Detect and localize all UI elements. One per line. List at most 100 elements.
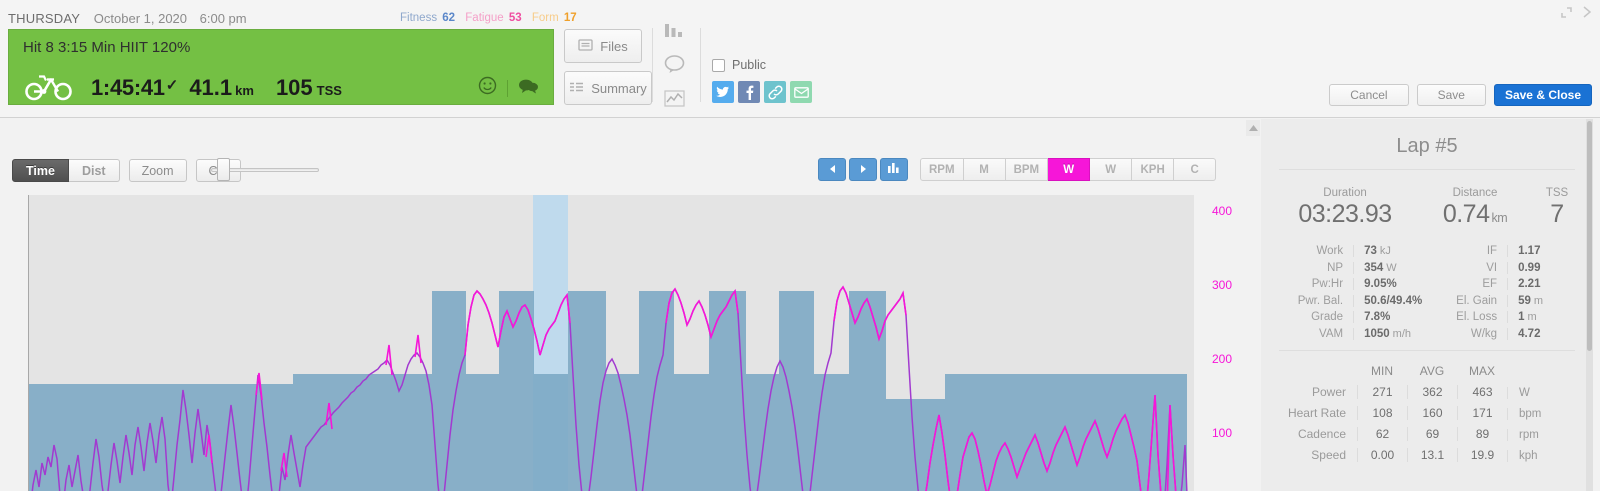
link-share-button[interactable] [764,81,786,103]
metric-label: Grade [1311,311,1344,323]
cell-avg: 362 [1407,385,1457,399]
activity-tss-unit: TSS [316,83,342,98]
form-label: Form [531,12,559,24]
chart-zoom-slider[interactable] [211,158,319,181]
fitness-value: 62 [442,12,456,24]
metric-row: Work 73 kJ [1273,245,1427,257]
lap-distance-stat: Distance 0.74 km [1421,187,1529,229]
action-buttons: Cancel Save Save & Close [1329,84,1592,106]
nav-button-group [818,158,908,181]
next-lap-button[interactable] [849,158,877,181]
comment-bubble-icon[interactable] [664,55,685,79]
email-share-button[interactable] [790,81,812,103]
metric-unit: W [1386,261,1397,274]
metric-label: Pw:Hr [1311,278,1344,290]
comment-icon[interactable] [518,78,539,99]
metric-row: El. Loss 1 m [1427,311,1581,323]
metric-value: 1050 m/h [1353,327,1427,340]
metric-value: 7.8% [1353,311,1427,323]
line-chart-icon[interactable] [664,90,685,112]
activity-summary-banner[interactable]: Hit 8 3:15 Min HIIT 120% 1:45:41 ✓ 41.1 … [8,29,554,105]
metric-row: VI 0.99 [1427,261,1581,274]
list-icon [569,81,584,96]
metric-row: Grade 7.8% [1273,311,1427,323]
channel-c-button[interactable]: C [1174,158,1217,181]
bicycle-icon [25,71,73,106]
activity-title: Hit 8 3:15 Min HIIT 120% [23,39,191,56]
y-tick-200: 200 [1211,352,1232,366]
expand-icon[interactable] [1560,6,1573,19]
cell-avg: 69 [1407,427,1457,441]
fitness-label: Fitness [400,12,438,24]
toggle-laps-button[interactable] [880,158,908,181]
row-label: Power [1311,385,1346,399]
share-area: Public [712,58,812,103]
cell-max: 19.9 [1457,448,1507,462]
cancel-button[interactable]: Cancel [1329,84,1409,106]
lap-metrics-right-column: IF 1.17 VI 0.99 EF 2.21 El. Gain 59 m El. Los… [1427,245,1581,340]
panel-scrollbar[interactable] [1586,119,1593,491]
column-header-max: MAX [1468,364,1495,378]
day-of-week: THURSDAY [8,11,81,26]
facebook-share-button[interactable] [738,81,760,103]
activity-distance-unit: km [235,83,254,98]
summary-button[interactable]: Summary [564,71,652,105]
lap-duration-label: Duration [1323,187,1367,199]
table-row: Power 271 362 463 W [1275,382,1579,403]
table-row: Speed 0.00 13.1 19.9 kph [1275,445,1579,466]
power-chart[interactable]: 400 300 200 100 0 0:00:00 0:10:00 0:20:0… [28,195,1232,491]
channel-w-active-button[interactable]: W [1048,158,1091,181]
prev-triangle-icon [828,161,837,179]
metric-label: VI [1486,261,1498,274]
channel-bpm-button[interactable]: BPM [1005,158,1049,181]
chevron-right-icon[interactable] [1582,5,1592,19]
metric-row: IF 1.17 [1427,245,1581,257]
scroll-up-button[interactable] [1246,120,1260,136]
lap-distance-value: 0.74 km [1442,200,1508,228]
channel-button-group: RPM M BPM W W KPH C [920,158,1217,181]
lap-distance-label: Distance [1452,187,1498,199]
smiley-icon[interactable] [478,76,497,100]
y-tick-100: 100 [1211,426,1232,440]
metric-row: VAM 1050 m/h [1273,327,1427,340]
save-button[interactable]: Save [1416,84,1486,106]
channel-w-button[interactable]: W [1090,158,1133,181]
public-checkbox[interactable] [712,58,725,72]
window-controls [1560,5,1592,19]
public-toggle-row[interactable]: Public [712,58,812,72]
zoom-button[interactable]: Zoom [128,159,187,182]
chart-pane: Time Dist Zoom Cut [0,119,1244,491]
save-and-close-button[interactable]: Save & Close [1493,84,1592,106]
metric-label: El. Gain [1456,294,1498,307]
lap-big-stats: Duration 03:23.93 Distance 0.74 km TSS 7 [1261,170,1593,237]
bar-chart-icon[interactable] [664,22,685,44]
axis-mode-time-button[interactable]: Time [12,159,69,182]
y-axis-line [28,195,29,491]
metric-unit: m [1533,294,1544,307]
lap-duration-value: 03:23.93 [1298,200,1392,228]
form-value: 17 [563,12,577,24]
activity-stats: 1:45:41 ✓ 41.1 km 105 TSS [91,75,342,101]
date-text: October 1, 2020 [93,11,188,26]
channel-rpm-button[interactable]: RPM [920,158,964,181]
metric-label: Work [1316,245,1344,257]
twitter-share-button[interactable] [712,81,734,103]
channel-m-button[interactable]: M [963,158,1006,181]
metric-label: Pwr. Bal. [1297,294,1344,307]
cell-max: 171 [1457,406,1507,420]
scrollbar-thumb[interactable] [1587,121,1592,351]
column-header-avg: AVG [1419,364,1445,378]
metric-value: 50.6/49.4% [1353,294,1427,307]
slider-thumb[interactable] [217,158,230,181]
axis-mode-dist-button[interactable]: Dist [68,159,120,182]
prev-lap-button[interactable] [818,158,846,181]
row-label: Heart Rate [1287,406,1346,420]
channel-kph-button[interactable]: KPH [1132,158,1175,181]
lap-detail-panel: Lap #5 Duration 03:23.93 Distance 0.74 km… [1261,119,1593,491]
files-button[interactable]: Files [564,29,642,63]
cell-min: 108 [1357,406,1407,420]
metric-label: EF [1482,278,1498,290]
table-row: Heart Rate 108 160 171 bpm [1275,403,1579,424]
metric-label: W/kg [1470,327,1498,340]
